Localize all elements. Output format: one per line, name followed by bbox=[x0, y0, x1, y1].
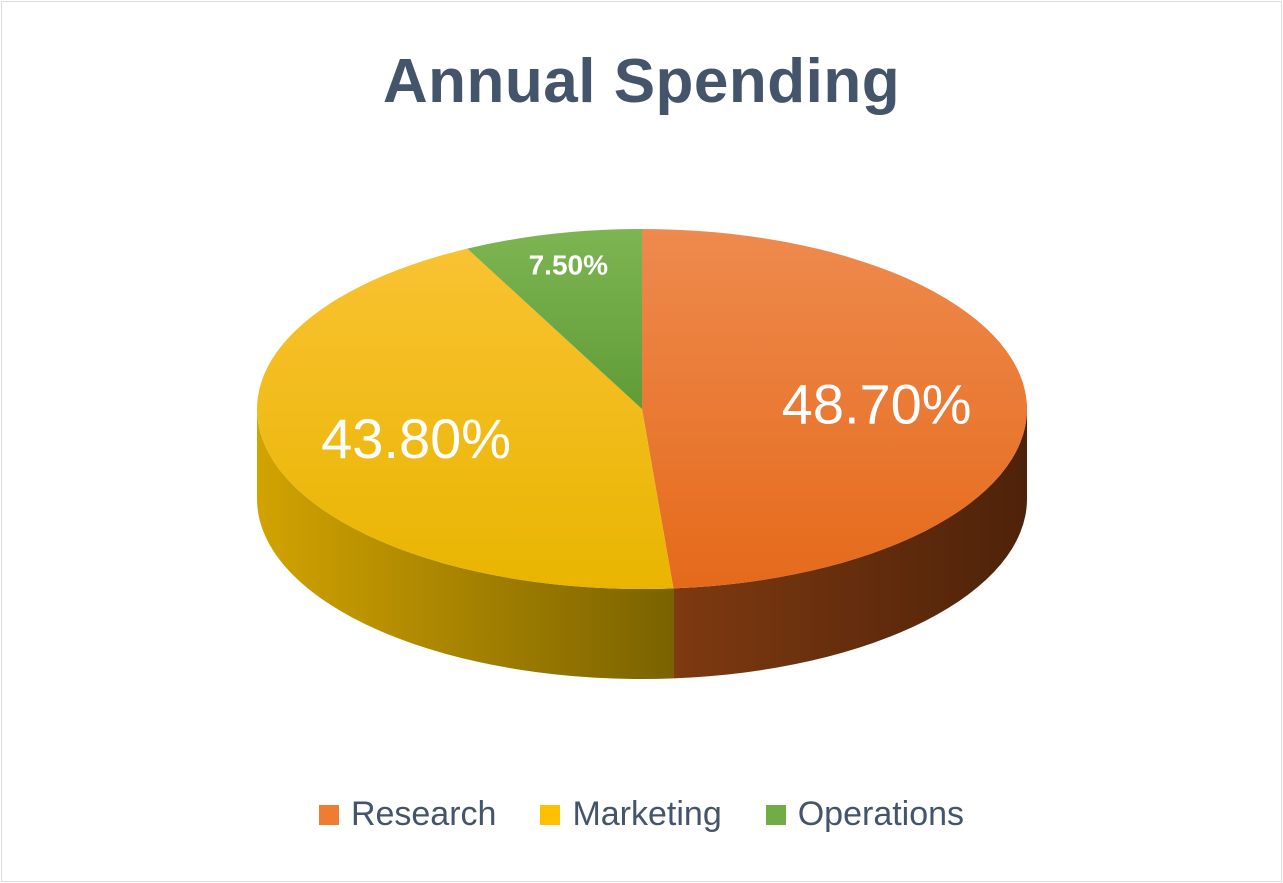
legend-swatch-marketing bbox=[540, 804, 561, 825]
side-research bbox=[673, 409, 1027, 679]
slice-marketing bbox=[256, 248, 674, 589]
legend: Research Marketing Operations bbox=[2, 795, 1281, 834]
chart-title: Annual Spending bbox=[382, 47, 901, 116]
legend-label-research: Research bbox=[350, 795, 497, 833]
data-label-operations: 7.50% bbox=[529, 249, 608, 280]
side-marketing bbox=[257, 409, 674, 679]
legend-label-marketing: Marketing bbox=[572, 795, 722, 833]
data-labels: 48.70% 43.80% 7.50% bbox=[321, 249, 972, 469]
pie-top-faces bbox=[256, 229, 1027, 589]
legend-item-marketing: Marketing bbox=[540, 795, 722, 834]
slice-operations bbox=[467, 229, 642, 409]
legend-item-research: Research bbox=[318, 795, 497, 834]
legend-label-operations: Operations bbox=[797, 795, 965, 833]
legend-swatch-operations bbox=[765, 804, 786, 825]
legend-item-operations: Operations bbox=[765, 795, 965, 834]
slice-research bbox=[642, 229, 1027, 589]
data-label-marketing: 43.80% bbox=[321, 407, 511, 470]
data-label-research: 48.70% bbox=[782, 373, 972, 436]
legend-swatch-research bbox=[318, 804, 339, 825]
pie-side-walls bbox=[257, 409, 1027, 679]
